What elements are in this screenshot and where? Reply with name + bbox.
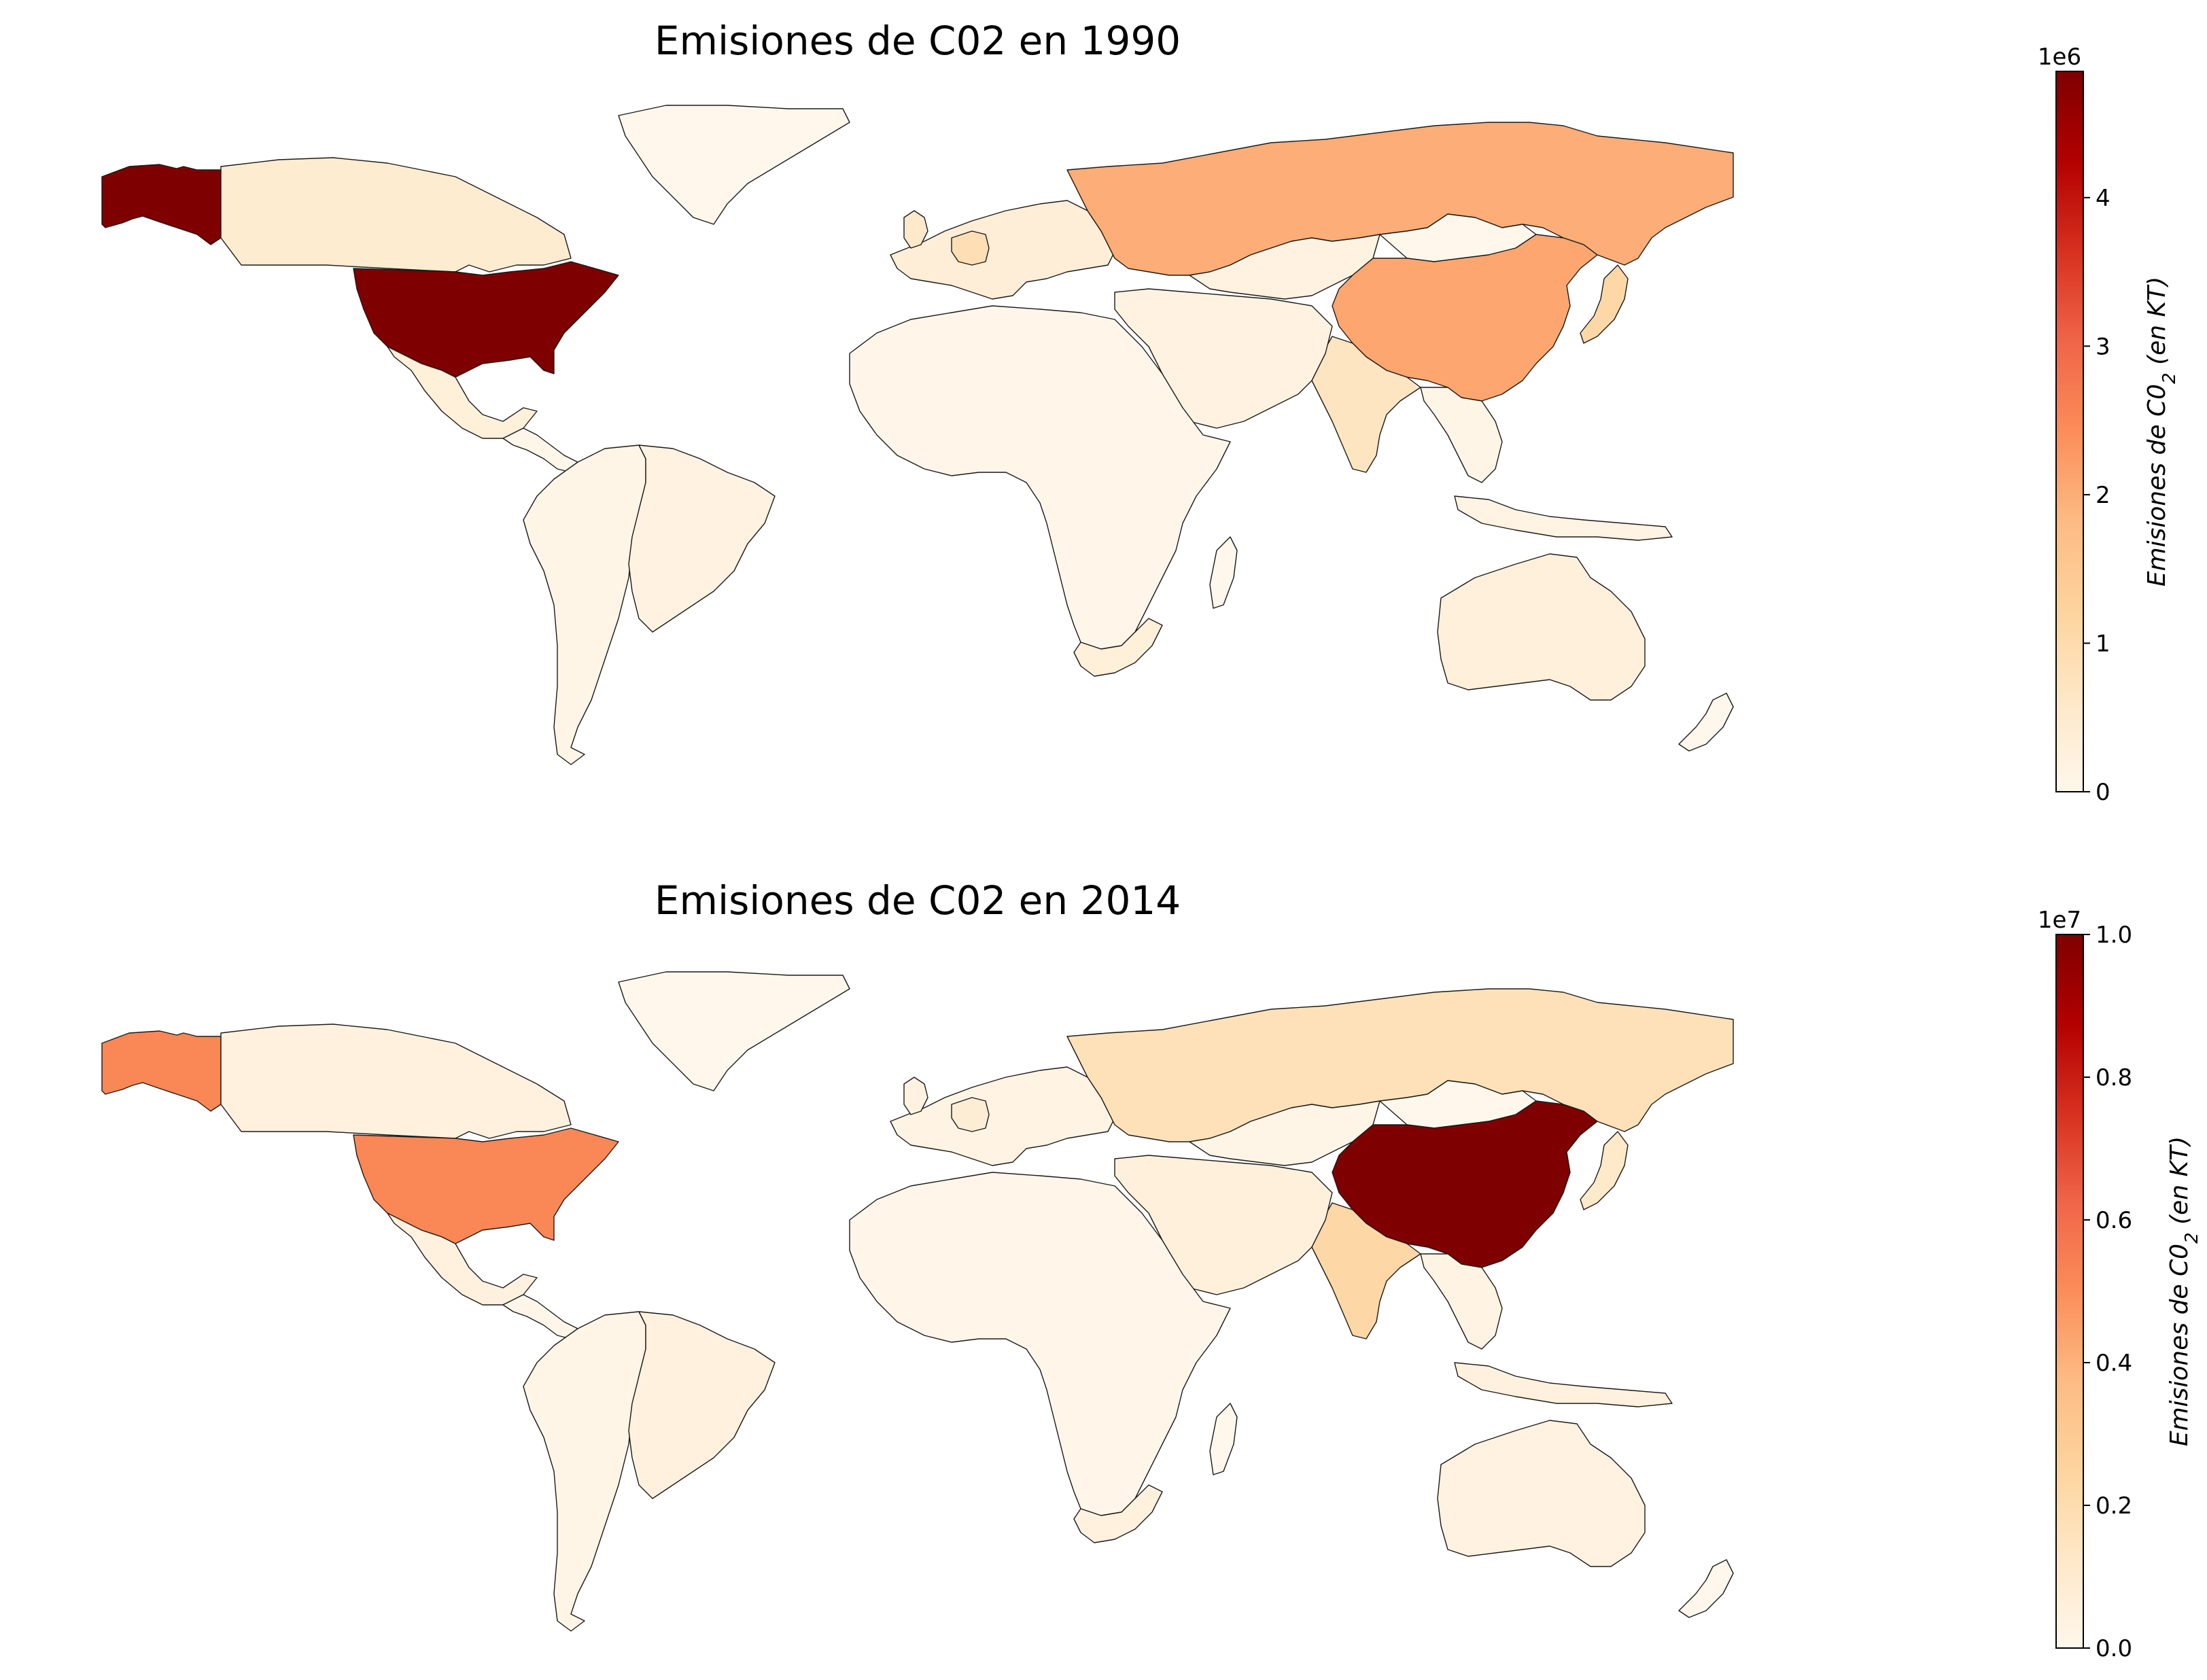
country-indonesia[interactable] — [1454, 495, 1673, 541]
map-title-1990: Emisiones de C02 en 1990 — [655, 18, 1181, 64]
colorbar-multiplier-2014: 1e7 — [2038, 907, 2081, 934]
country-brazil[interactable] — [628, 1311, 776, 1499]
colorbar-tick-label: 0.2 — [2096, 1492, 2132, 1520]
country-india[interactable] — [1311, 1202, 1421, 1340]
colorbar-bar-2014 — [2055, 934, 2084, 1649]
country-canada[interactable] — [220, 1023, 572, 1139]
country-indonesia[interactable] — [1454, 1362, 1673, 1407]
country-southeast-asia[interactable] — [1420, 1253, 1503, 1350]
world-map-1990 — [101, 105, 1734, 765]
country-japan[interactable] — [1580, 264, 1629, 344]
world-map-2014 — [101, 971, 1734, 1632]
colorbar-tick-label: 1.0 — [2096, 922, 2132, 949]
colorbar-tick-label: 0.8 — [2096, 1064, 2132, 1091]
colorbar-tick-label: 0.6 — [2096, 1207, 2132, 1234]
colorbar-tick-label: 4 — [2096, 185, 2110, 212]
country-india[interactable] — [1311, 336, 1421, 473]
colorbar-tick-label: 0.0 — [2096, 1635, 2132, 1662]
colorbar-1990: 1e6 0 1 2 3 4 Emisiones de C02 (en KT) — [2038, 43, 2180, 806]
country-north-america-west[interactable] — [101, 164, 222, 245]
country-southeast-asia[interactable] — [1420, 387, 1503, 483]
colorbar-tick-label: 2 — [2096, 482, 2110, 509]
country-madagascar[interactable] — [1209, 1403, 1238, 1475]
country-canada[interactable] — [220, 157, 572, 273]
country-australia[interactable] — [1437, 553, 1646, 701]
country-uk[interactable] — [903, 1077, 928, 1115]
country-south-africa[interactable] — [1073, 618, 1163, 677]
country-central-america[interactable] — [502, 427, 578, 473]
country-usa[interactable] — [353, 1127, 619, 1244]
map-1990: Emisiones de C02 en 1990 — [101, 18, 2180, 806]
country-germany[interactable] — [951, 230, 990, 266]
colorbar-axis-label-1990: Emisiones de C02 (en KT) — [2143, 277, 2180, 587]
country-greenland[interactable] — [618, 105, 850, 225]
country-middle-east[interactable] — [1114, 1155, 1333, 1295]
country-western-europe[interactable] — [890, 1066, 1115, 1166]
country-north-america-west[interactable] — [101, 1030, 222, 1112]
colorbar-multiplier-1990: 1e6 — [2038, 43, 2081, 71]
colorbar-tick-label: 3 — [2096, 333, 2110, 360]
colorbar-axis-label-2014: Emisiones de C02 (en KT) — [2166, 1136, 2202, 1446]
country-madagascar[interactable] — [1209, 536, 1238, 609]
colorbar-2014: 1e7 0.0 0.2 0.4 0.6 0.8 1.0 Emisiones de C02 … — [2038, 907, 2202, 1662]
country-south-africa[interactable] — [1073, 1484, 1163, 1543]
country-uk[interactable] — [903, 210, 928, 249]
colorbar-bar-1990 — [2055, 71, 2084, 792]
colorbar-ticks-1990: 0 1 2 3 4 — [2083, 185, 2110, 806]
colorbar-ticks-2014: 0.0 0.2 0.4 0.6 0.8 1.0 — [2083, 922, 2132, 1662]
map-2014: Emisiones de C02 en 2014 — [101, 877, 2202, 1662]
country-mexico[interactable] — [387, 1212, 538, 1306]
country-mexico[interactable] — [387, 346, 538, 439]
country-western-europe[interactable] — [890, 200, 1115, 300]
country-new-zealand[interactable] — [1678, 1559, 1734, 1618]
country-middle-east[interactable] — [1114, 288, 1333, 429]
country-south-america[interactable] — [523, 444, 646, 765]
colorbar-tick-label: 0.4 — [2096, 1350, 2132, 1377]
country-australia[interactable] — [1437, 1420, 1646, 1567]
country-south-america[interactable] — [523, 1311, 646, 1632]
colorbar-tick-label: 1 — [2096, 630, 2110, 657]
country-new-zealand[interactable] — [1678, 693, 1734, 752]
country-brazil[interactable] — [628, 444, 776, 633]
map-title-2014: Emisiones de C02 en 2014 — [655, 877, 1181, 924]
colorbar-tick-label: 0 — [2096, 779, 2110, 806]
country-central-america[interactable] — [502, 1294, 578, 1340]
country-usa[interactable] — [353, 261, 619, 378]
country-greenland[interactable] — [618, 971, 850, 1091]
country-germany[interactable] — [951, 1097, 990, 1132]
country-japan[interactable] — [1580, 1131, 1629, 1210]
